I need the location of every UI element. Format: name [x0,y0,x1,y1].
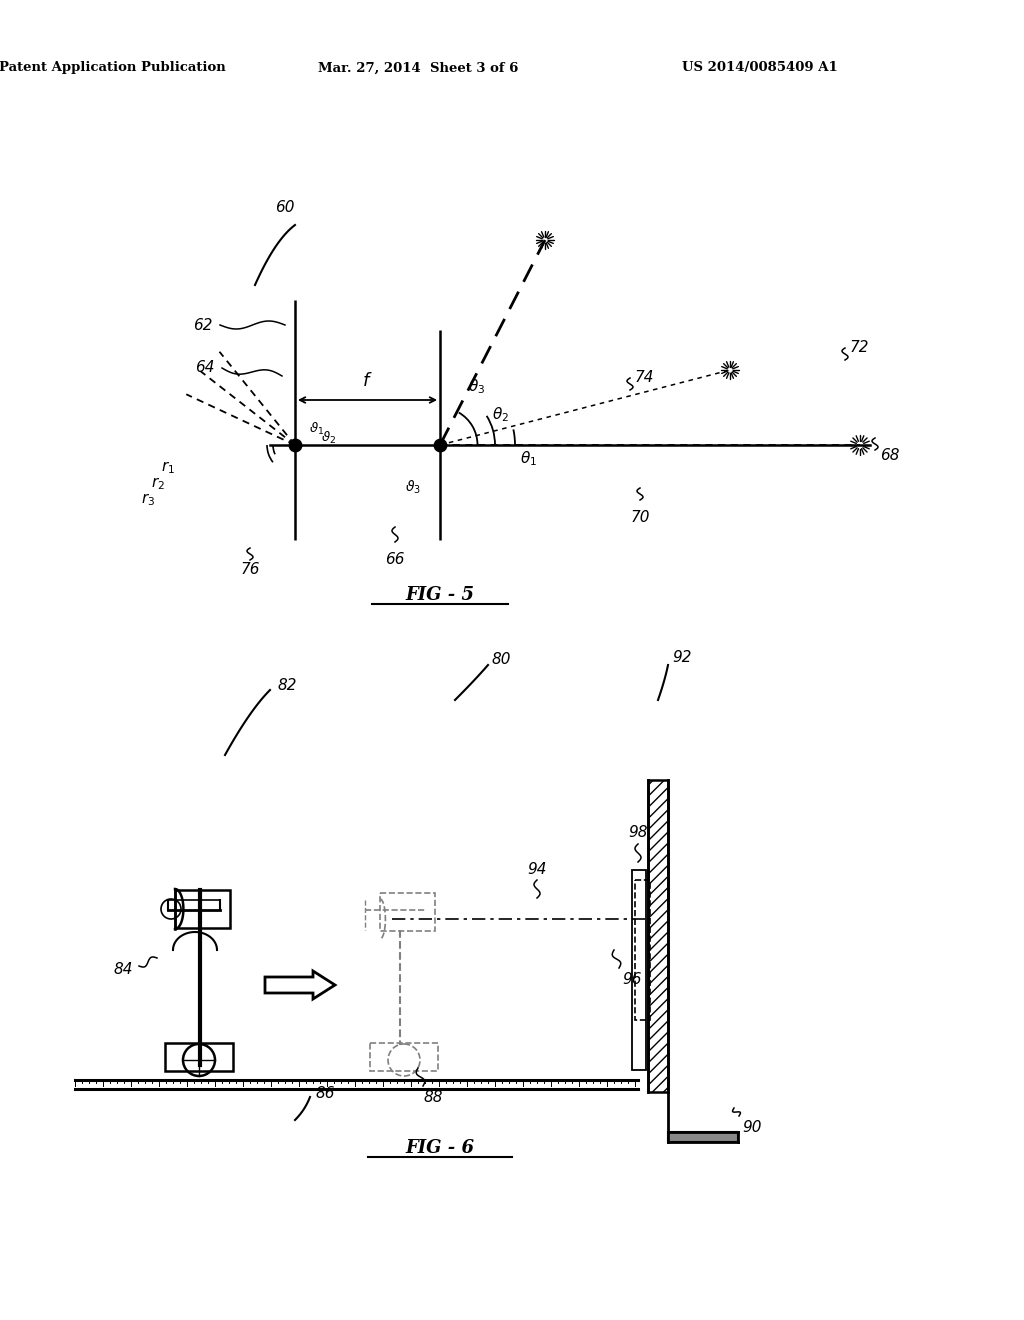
Text: 66: 66 [385,552,404,568]
Text: $\vartheta_3$: $\vartheta_3$ [406,478,421,496]
Text: 74: 74 [635,371,654,385]
Text: 70: 70 [630,510,650,525]
Text: 98: 98 [629,825,648,840]
Text: 62: 62 [194,318,213,333]
Text: Patent Application Publication: Patent Application Publication [0,62,225,74]
Bar [165,1043,233,1071]
Text: US 2014/0085409 A1: US 2014/0085409 A1 [682,62,838,74]
Text: $\theta_2$: $\theta_2$ [492,405,509,424]
Text: $\vartheta_2$: $\vartheta_2$ [321,430,336,446]
Text: $\theta_3$: $\theta_3$ [468,378,485,396]
Bar [370,1043,438,1071]
Text: $r_3$: $r_3$ [141,491,155,508]
Text: 88: 88 [423,1090,442,1105]
Text: Mar. 27, 2014  Sheet 3 of 6: Mar. 27, 2014 Sheet 3 of 6 [317,62,518,74]
Text: $\vartheta_1$: $\vartheta_1$ [309,421,325,437]
Text: 60: 60 [275,201,295,215]
Bar [175,890,230,928]
Text: $\theta_1$: $\theta_1$ [520,450,537,469]
Text: 64: 64 [196,360,215,375]
Bar [380,894,435,931]
Text: FIG - 5: FIG - 5 [406,586,474,605]
Bar [668,1133,738,1142]
Text: 76: 76 [241,562,260,577]
Text: 92: 92 [672,651,691,665]
Text: FIG - 6: FIG - 6 [406,1139,474,1158]
Text: 80: 80 [492,652,512,668]
Text: 86: 86 [315,1086,335,1101]
Text: 90: 90 [742,1119,762,1135]
Text: $f$: $f$ [362,372,373,389]
Text: 94: 94 [527,862,547,876]
Text: 82: 82 [278,678,298,693]
Bar [632,870,646,1071]
Bar [648,780,668,1092]
Text: $r_1$: $r_1$ [161,459,175,477]
Text: 84: 84 [114,962,133,978]
Text: $r_2$: $r_2$ [152,475,165,492]
Text: 68: 68 [880,447,899,462]
Text: 72: 72 [850,341,869,355]
Text: 96: 96 [622,972,641,987]
Bar [635,880,650,1020]
